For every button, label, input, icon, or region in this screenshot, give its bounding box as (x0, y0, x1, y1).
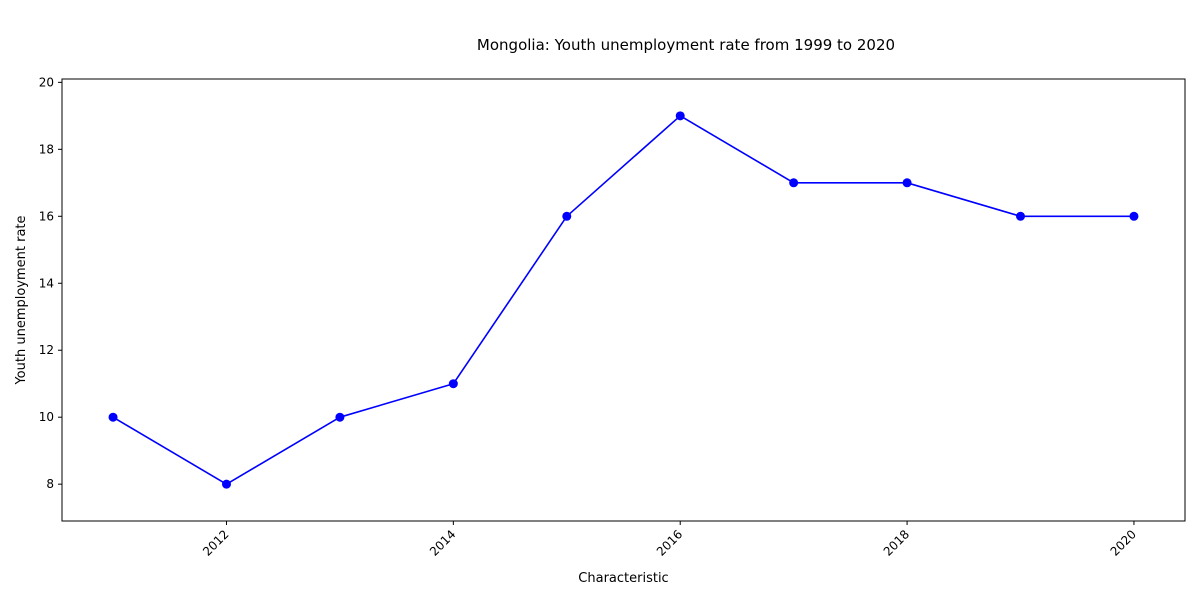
x-tick-label: 2018 (881, 527, 912, 558)
y-axis-label: Youth unemployment rate (14, 215, 29, 385)
data-point (789, 178, 799, 188)
series-line (112, 115, 1134, 485)
plot-frame (61, 78, 1186, 522)
data-point (562, 211, 572, 221)
x-tick-label: 2012 (200, 527, 231, 558)
y-tick-label: 16 (39, 209, 54, 223)
y-tick-label: 20 (39, 75, 54, 89)
x-axis: 2012 2014 2016 2018 2020 (200, 521, 1139, 559)
y-axis: 8 10 12 14 16 18 20 (39, 75, 62, 491)
data-point (221, 479, 231, 489)
chart-title: Mongolia: Youth unemployment rate from 1… (477, 36, 895, 54)
data-point (335, 412, 345, 422)
y-tick-label: 14 (39, 276, 54, 290)
y-tick-label: 10 (39, 410, 54, 424)
data-point (675, 111, 685, 121)
data-point (108, 412, 118, 422)
x-axis-label: Characteristic (578, 571, 668, 586)
data-point (448, 379, 458, 389)
plot-area (108, 111, 1139, 489)
y-tick-label: 8 (46, 477, 54, 491)
x-tick-label: 2016 (654, 527, 685, 558)
data-point (1016, 211, 1026, 221)
y-tick-label: 18 (39, 142, 54, 156)
data-point (902, 178, 912, 188)
x-tick-label: 2020 (1108, 527, 1139, 558)
x-tick-label: 2014 (427, 527, 458, 558)
y-tick-label: 12 (39, 343, 54, 357)
data-point (1129, 211, 1139, 221)
